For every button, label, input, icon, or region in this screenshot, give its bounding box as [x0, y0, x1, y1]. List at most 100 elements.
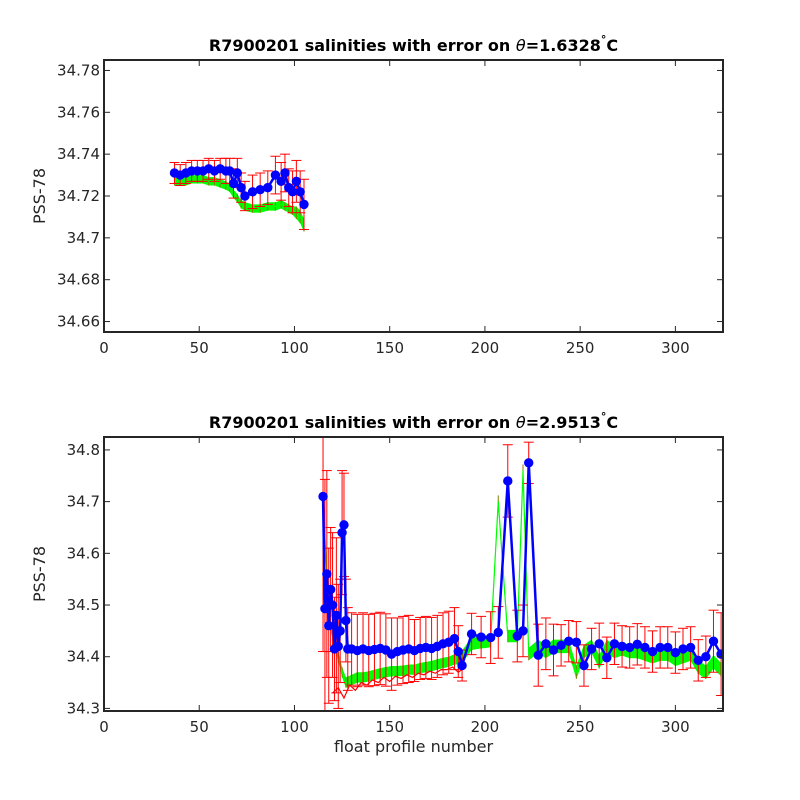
- float-salinity-point: [453, 646, 463, 657]
- title-theta: θ: [516, 36, 526, 55]
- float-salinity-point: [556, 640, 566, 651]
- y-tick-label: 34.3: [67, 699, 100, 717]
- float-salinity-point: [225, 166, 235, 176]
- chart-panel-1: 0 50 100 150 200 250 300 34.66 34.68 34.7 34.72 34.…: [30, 33, 724, 357]
- x-tick-label: 150: [375, 339, 404, 357]
- float-salinity-point: [318, 491, 328, 502]
- float-salinity-point: [247, 187, 258, 197]
- float-salinity-point: [263, 182, 273, 193]
- plot-area: [104, 60, 723, 332]
- x-axis-label: float profile number: [334, 737, 494, 756]
- title-text: R7900201 salinities with error on: [209, 413, 516, 432]
- float-salinity-point: [602, 653, 612, 663]
- title-degree: °: [601, 410, 607, 423]
- chart-panel-2: 0 50 100 150 200 250 300 34.3 34.4 34.5 34.6 34.7 34…: [30, 410, 724, 756]
- y-tick-label: 34.8: [67, 441, 100, 459]
- float-salinity-point: [324, 620, 334, 631]
- float-salinity-point: [325, 584, 336, 595]
- y-axis-label: PSS-78: [30, 168, 49, 224]
- y-tick-label: 34.66: [57, 313, 100, 331]
- x-tick-label: 200: [471, 339, 500, 357]
- float-salinity-point: [236, 182, 246, 193]
- float-salinity-point: [518, 626, 528, 636]
- mapped-salinity-line: [174, 178, 305, 226]
- x-tick-label: 200: [471, 718, 500, 736]
- title-unit: C: [606, 413, 618, 432]
- y-axis-label: PSS-78: [30, 546, 49, 602]
- y-tick-label: 34.74: [57, 145, 100, 163]
- y-tick-label: 34.7: [67, 229, 100, 247]
- float-salinity-point: [333, 641, 343, 652]
- float-salinity-point: [701, 652, 711, 662]
- float-salinity-point: [341, 615, 351, 626]
- x-tick-label: 300: [661, 339, 690, 357]
- float-salinity-point: [320, 603, 330, 614]
- title-degree: °: [601, 33, 607, 46]
- axes-frame: [103, 436, 724, 712]
- float-salinity-point: [640, 642, 650, 653]
- float-salinity-point: [295, 187, 305, 197]
- title-theta: θ: [516, 413, 526, 432]
- float-salinity-point: [678, 644, 688, 654]
- float-salinity-point: [322, 569, 332, 579]
- mapped-band-fill: [174, 175, 304, 232]
- float-salinity-point: [586, 644, 597, 654]
- float-salinity-point: [337, 527, 347, 538]
- x-tick-label: 0: [99, 718, 109, 736]
- y-tick-label: 34.5: [67, 596, 100, 614]
- float-salinity-point: [299, 199, 309, 210]
- float-salinity-point: [693, 655, 703, 666]
- float-salinity-point: [524, 458, 534, 468]
- y-tick-label: 34.7: [67, 493, 100, 511]
- x-tick-label: 250: [566, 339, 595, 357]
- float-salinity-point: [647, 646, 658, 657]
- float-salinity-point: [255, 185, 265, 195]
- float-salinity-point: [541, 639, 551, 649]
- float-salinity-point: [594, 639, 604, 649]
- float-lower-trace: [332, 666, 463, 700]
- float-salinity-point: [240, 191, 250, 201]
- float-salinity-point: [512, 631, 523, 641]
- float-salinity-point: [617, 641, 627, 652]
- float-salinity-point: [564, 636, 574, 646]
- y-tick-label: 34.6: [67, 544, 100, 562]
- float-salinity-point: [708, 636, 719, 646]
- x-tick-label: 50: [190, 718, 209, 736]
- x-tick-label: 250: [566, 718, 595, 736]
- title-value: =1.6328: [526, 36, 601, 55]
- float-salinity-point: [276, 176, 286, 187]
- x-tick-label: 150: [375, 718, 404, 736]
- float-salinity-point: [466, 629, 477, 639]
- plot-content: [169, 153, 309, 232]
- float-salinity-point: [280, 168, 290, 178]
- float-salinity-point: [670, 647, 681, 658]
- float-salinity-point: [449, 633, 460, 644]
- x-tick-label: 100: [280, 718, 309, 736]
- float-salinity-point: [685, 642, 696, 653]
- float-salinity-point: [228, 178, 239, 189]
- float-salinity-point: [270, 170, 281, 180]
- float-salinity-point: [457, 660, 467, 671]
- float-salinity-point: [663, 642, 673, 653]
- float-salinity-point: [493, 627, 503, 638]
- float-salinity-point: [291, 176, 302, 187]
- plot-content: [318, 437, 723, 711]
- title-unit: C: [606, 36, 618, 55]
- float-salinity-point: [533, 650, 543, 660]
- float-salinity-point: [232, 168, 243, 178]
- chart-title: R7900201 salinities with error on θ=2.95…: [209, 410, 618, 432]
- float-salinity-point: [335, 626, 345, 636]
- x-tick-label: 50: [190, 339, 209, 357]
- float-salinity-point: [331, 610, 342, 621]
- y-tick-label: 34.78: [57, 61, 100, 79]
- x-tick-label: 0: [99, 339, 109, 357]
- float-salinity-point: [503, 476, 513, 486]
- x-tick-label: 300: [661, 718, 690, 736]
- float-salinity-point: [476, 632, 486, 642]
- chart-title: R7900201 salinities with error on θ=1.63…: [209, 33, 618, 55]
- y-tick-label: 34.68: [57, 271, 100, 289]
- float-salinity-point: [571, 637, 582, 647]
- y-tick-label: 34.76: [57, 103, 100, 121]
- title-value: =2.9513: [526, 413, 601, 432]
